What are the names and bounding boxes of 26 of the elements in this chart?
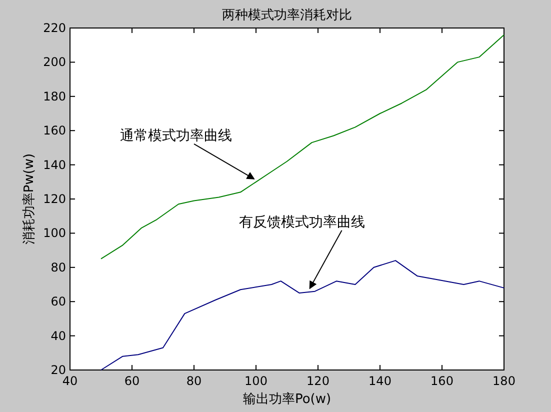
- y-tick-label: 220: [43, 21, 66, 35]
- x-tick-label: 160: [430, 374, 454, 388]
- chart-title: 两种模式功率消耗对比: [222, 7, 352, 23]
- y-tick-label: 120: [43, 192, 66, 206]
- annotation: 有反馈模式功率曲线: [238, 214, 365, 230]
- y-tick-label: 160: [43, 124, 66, 138]
- line-series: [100, 260, 504, 370]
- x-axis-title: 输出功率Po(w): [242, 391, 332, 407]
- x-tick-label: 60: [124, 374, 140, 388]
- y-tick-label: 20: [50, 363, 66, 377]
- line-series: [100, 34, 504, 260]
- y-tick-label: 100: [43, 226, 66, 240]
- y-tick-label: 180: [43, 89, 66, 104]
- x-tick-label: 140: [368, 374, 392, 388]
- x-tick-label: 40: [62, 374, 78, 388]
- x-tick-label: 80: [186, 374, 202, 388]
- annotation: 通常模式功率曲线: [120, 128, 232, 144]
- x-tick-label: 120: [306, 374, 330, 388]
- y-tick-label: 40: [50, 328, 66, 343]
- x-tick-label: 100: [244, 374, 268, 388]
- x-tick-label: 180: [492, 374, 516, 388]
- y-tick-label: 80: [50, 260, 66, 274]
- y-axis-title: 消耗功率Pw(w): [21, 153, 37, 245]
- y-tick-label: 140: [43, 158, 66, 172]
- y-tick-label: 200: [43, 55, 66, 70]
- y-tick-label: 60: [50, 294, 66, 309]
